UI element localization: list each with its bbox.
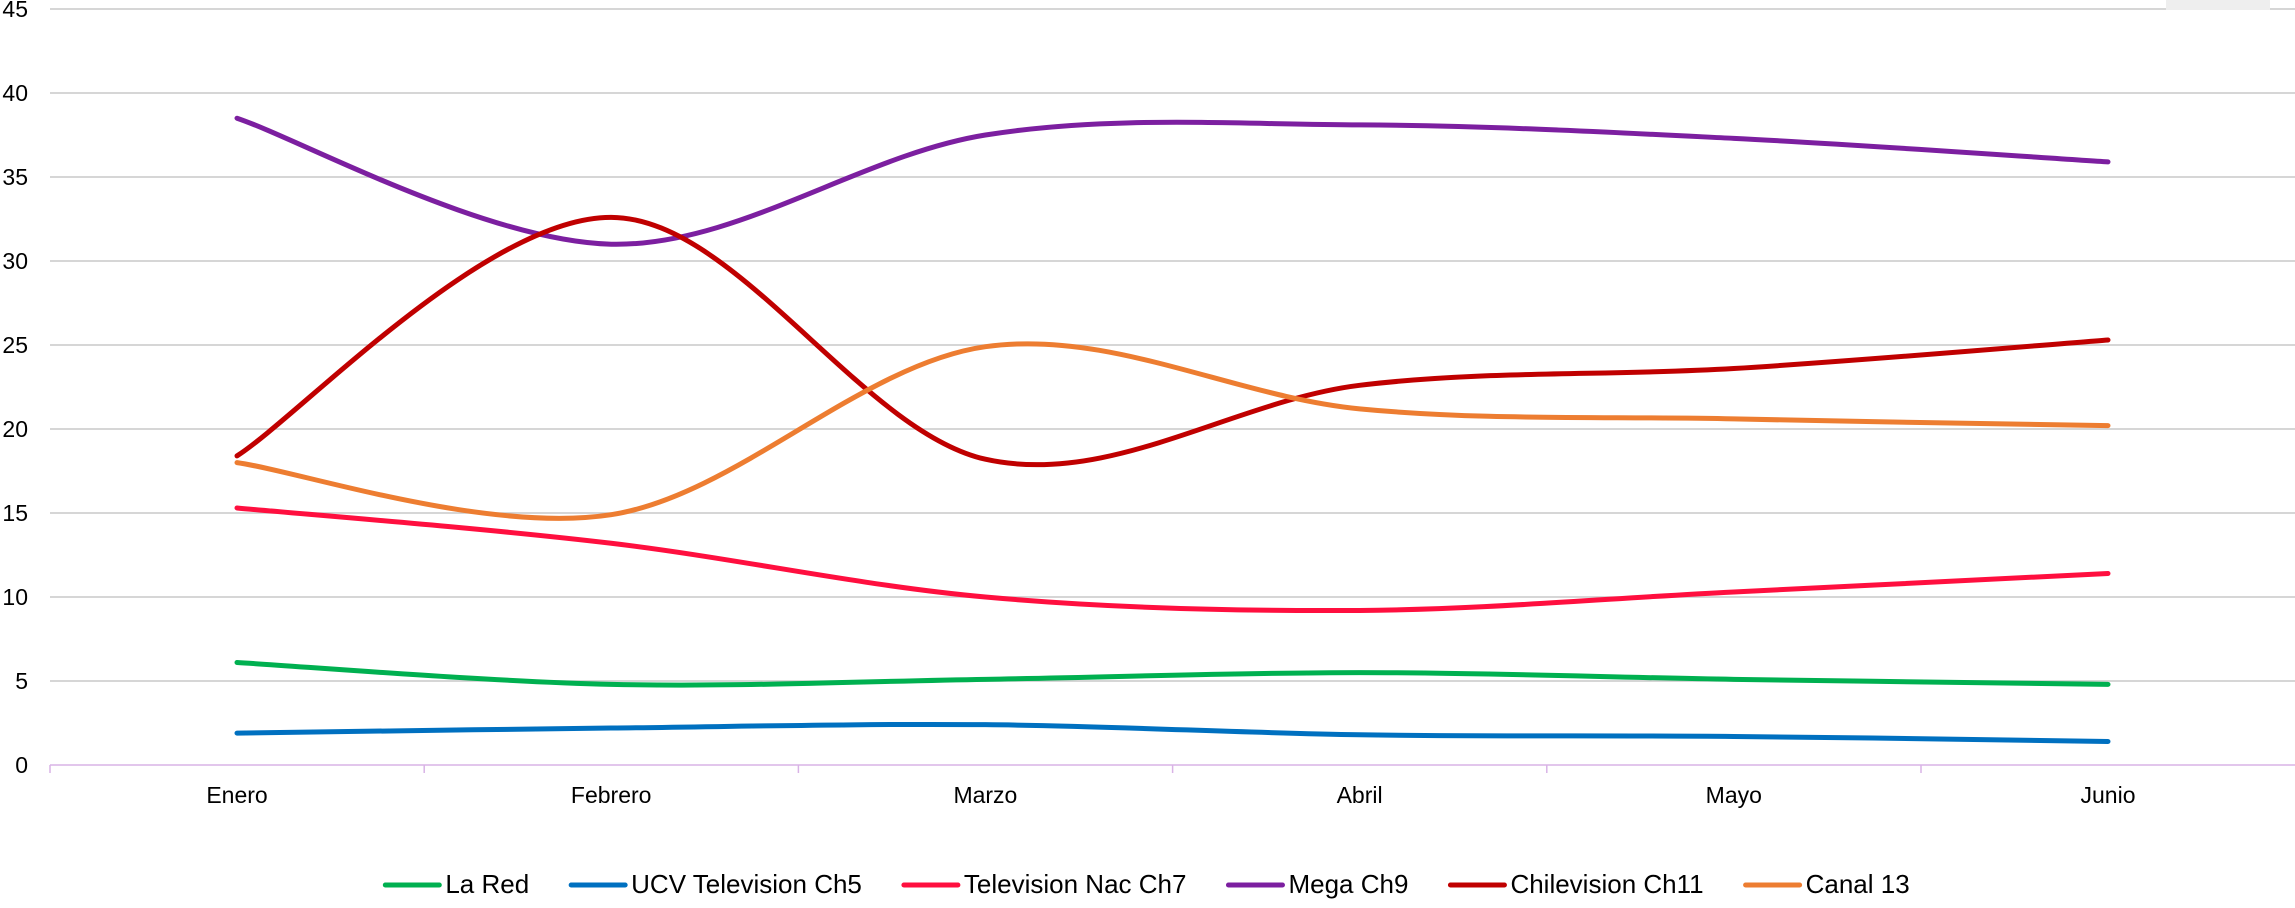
y-tick-label: 45 <box>2 0 28 22</box>
y-tick-label: 35 <box>2 164 28 190</box>
x-tick-label: Junio <box>2081 782 2136 808</box>
y-tick-label: 25 <box>2 332 28 358</box>
series-line-canal-13 <box>234 341 2111 521</box>
legend-label-mega-ch9: Mega Ch9 <box>1288 869 1408 899</box>
series-line-chilevision-ch11 <box>234 214 2111 468</box>
y-tick-label: 10 <box>2 584 28 610</box>
x-tick-label: Febrero <box>571 782 652 808</box>
y-tick-label: 30 <box>2 248 28 274</box>
series-line-mega-ch9 <box>234 115 2111 247</box>
y-tick-label: 15 <box>2 500 28 526</box>
series-line-ucv-television-ch5 <box>234 721 2111 744</box>
y-tick-label: 40 <box>2 80 28 106</box>
y-tick-label: 5 <box>15 668 28 694</box>
series-line-la-red <box>234 660 2111 688</box>
x-tick-label: Enero <box>206 782 267 808</box>
x-tick-label: Marzo <box>953 782 1017 808</box>
y-tick-label: 20 <box>2 416 28 442</box>
series-group <box>234 115 2111 744</box>
y-tick-label: 0 <box>15 752 28 778</box>
y-axis-labels: 0 5 10 15 20 25 30 35 40 45 <box>2 0 28 778</box>
gridlines <box>50 8 2295 682</box>
x-tick-label: Mayo <box>1706 782 1762 808</box>
legend-label-chilevision-ch11: Chilevision Ch11 <box>1510 869 1703 899</box>
legend-label-television-nac-ch7: Television Nac Ch7 <box>964 869 1187 899</box>
series-line-television-nac-ch7 <box>234 505 2111 614</box>
legend-label-canal-13: Canal 13 <box>1806 869 1910 899</box>
x-tick-label: Abril <box>1337 782 1383 808</box>
axes <box>49 764 2295 773</box>
x-axis-labels: Enero Febrero Marzo Abril Mayo Junio <box>206 782 2135 808</box>
corner-box <box>2166 0 2270 10</box>
legend-label-ucv-television-ch5: UCV Television Ch5 <box>631 869 862 899</box>
legend-label-la-red: La Red <box>445 869 529 899</box>
legend: La Red UCV Television Ch5 Television Nac C… <box>382 869 1910 899</box>
